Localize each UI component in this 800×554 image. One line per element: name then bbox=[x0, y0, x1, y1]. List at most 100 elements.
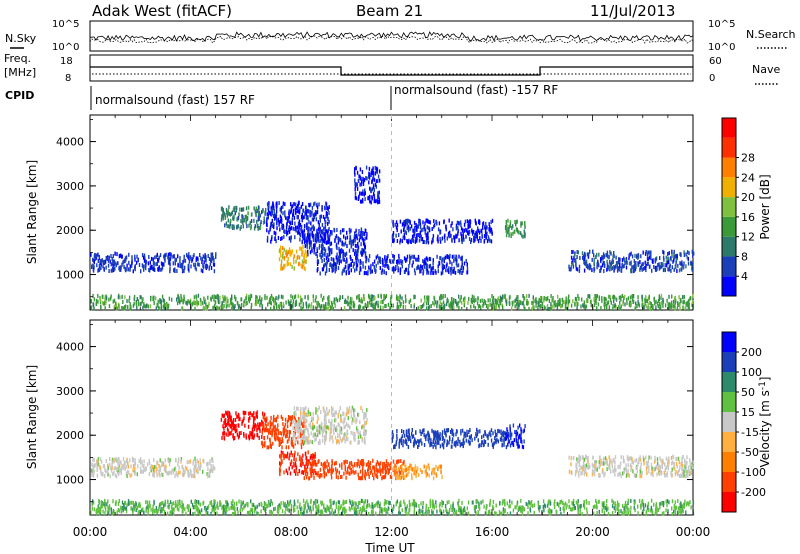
echo-cell bbox=[416, 232, 419, 237]
echo-cell bbox=[212, 458, 214, 463]
echo-cell bbox=[410, 224, 413, 229]
echo-cell bbox=[463, 222, 466, 227]
echo-cell bbox=[521, 233, 523, 238]
echo-cell bbox=[177, 254, 179, 259]
echo-cell bbox=[297, 452, 299, 457]
echo-cell bbox=[402, 439, 404, 444]
echo-cell bbox=[640, 254, 642, 259]
echo-cell bbox=[305, 406, 307, 410]
echo-cell bbox=[420, 234, 422, 239]
echo-cell bbox=[572, 299, 574, 304]
echo-cell bbox=[103, 260, 106, 265]
echo-cell bbox=[250, 306, 252, 310]
echo-cell bbox=[285, 428, 287, 433]
echo-cell bbox=[343, 228, 345, 233]
echo-cell bbox=[125, 464, 127, 469]
echo-cell bbox=[292, 435, 294, 440]
echo-cell bbox=[247, 424, 250, 429]
echo-cell bbox=[313, 250, 315, 255]
echo-cell bbox=[411, 238, 413, 243]
echo-cell bbox=[679, 252, 681, 257]
echo-cell bbox=[182, 268, 184, 273]
echo-cell bbox=[320, 250, 323, 255]
echo-cell bbox=[398, 476, 400, 481]
echo-cell bbox=[172, 261, 174, 266]
echo-cell bbox=[385, 258, 388, 263]
echo-cell bbox=[248, 299, 251, 304]
echo-cell bbox=[126, 263, 128, 268]
echo-cell bbox=[250, 219, 253, 223]
freq-trace bbox=[90, 66, 693, 76]
echo-cell bbox=[583, 304, 585, 309]
echo-cell bbox=[134, 470, 136, 475]
echo-cell bbox=[489, 302, 491, 307]
echo-cell bbox=[332, 468, 335, 473]
echo-cell bbox=[646, 252, 649, 257]
echo-cell bbox=[598, 297, 601, 301]
echo-cell bbox=[375, 184, 377, 189]
echo-cell bbox=[393, 256, 395, 261]
echo-cell bbox=[174, 260, 176, 265]
echo-cell bbox=[328, 419, 330, 424]
echo-cell bbox=[231, 211, 233, 216]
echo-cell bbox=[688, 298, 690, 303]
echo-cell bbox=[374, 305, 376, 310]
echo-cell bbox=[311, 426, 314, 431]
echo-cell bbox=[319, 424, 321, 429]
echo-cell bbox=[219, 296, 221, 301]
echo-cell bbox=[485, 221, 487, 226]
echo-cell bbox=[674, 296, 676, 301]
echo-cell bbox=[202, 301, 204, 306]
echo-cell bbox=[496, 300, 499, 305]
echo-cell bbox=[461, 256, 463, 261]
echo-cell bbox=[117, 295, 120, 300]
echo-cell bbox=[186, 301, 188, 306]
echo-cell bbox=[267, 445, 270, 450]
echo-cell bbox=[317, 227, 320, 232]
echo-cell bbox=[155, 262, 157, 267]
echo-cell bbox=[627, 296, 630, 301]
echo-cell bbox=[671, 254, 673, 259]
echo-cell bbox=[408, 300, 410, 305]
echo-cell bbox=[315, 407, 317, 412]
freq-tick-high: 18 bbox=[60, 56, 73, 67]
echo-cell bbox=[583, 257, 585, 261]
echo-cell bbox=[676, 269, 678, 273]
echo-cell bbox=[193, 295, 196, 300]
echo-cell bbox=[379, 461, 382, 466]
echo-cell bbox=[193, 467, 195, 472]
echo-cell bbox=[404, 294, 407, 299]
echo-cell bbox=[280, 431, 283, 436]
echo-cell bbox=[352, 303, 354, 308]
echo-cell bbox=[179, 256, 181, 261]
echo-cell bbox=[549, 306, 551, 311]
echo-cell bbox=[449, 260, 451, 265]
echo-cell bbox=[444, 294, 446, 298]
echo-cell bbox=[406, 239, 408, 243]
echo-cell bbox=[432, 258, 434, 263]
echo-cell bbox=[171, 468, 173, 473]
echo-cell bbox=[456, 234, 458, 239]
echo-cell bbox=[597, 260, 599, 265]
echo-cell bbox=[261, 435, 263, 439]
echo-cell bbox=[413, 304, 415, 309]
echo-cell bbox=[279, 214, 282, 219]
echo-cell bbox=[280, 205, 283, 210]
echo-cell bbox=[137, 299, 140, 304]
echo-cell bbox=[460, 234, 463, 238]
echo-cell bbox=[290, 202, 292, 207]
echo-cell bbox=[550, 302, 552, 307]
echo-cell bbox=[325, 240, 328, 245]
echo-cell bbox=[92, 293, 94, 298]
echo-region bbox=[220, 205, 267, 231]
echo-cell bbox=[363, 239, 365, 244]
echo-cell bbox=[468, 231, 470, 236]
echo-cell bbox=[270, 415, 272, 420]
echo-cell bbox=[418, 473, 420, 477]
echo-cell bbox=[453, 239, 456, 244]
echo-cell bbox=[578, 264, 581, 269]
echo-cell bbox=[359, 259, 361, 264]
echo-cell bbox=[289, 249, 291, 254]
echo-cell bbox=[224, 418, 227, 423]
echo-cell bbox=[281, 459, 283, 464]
